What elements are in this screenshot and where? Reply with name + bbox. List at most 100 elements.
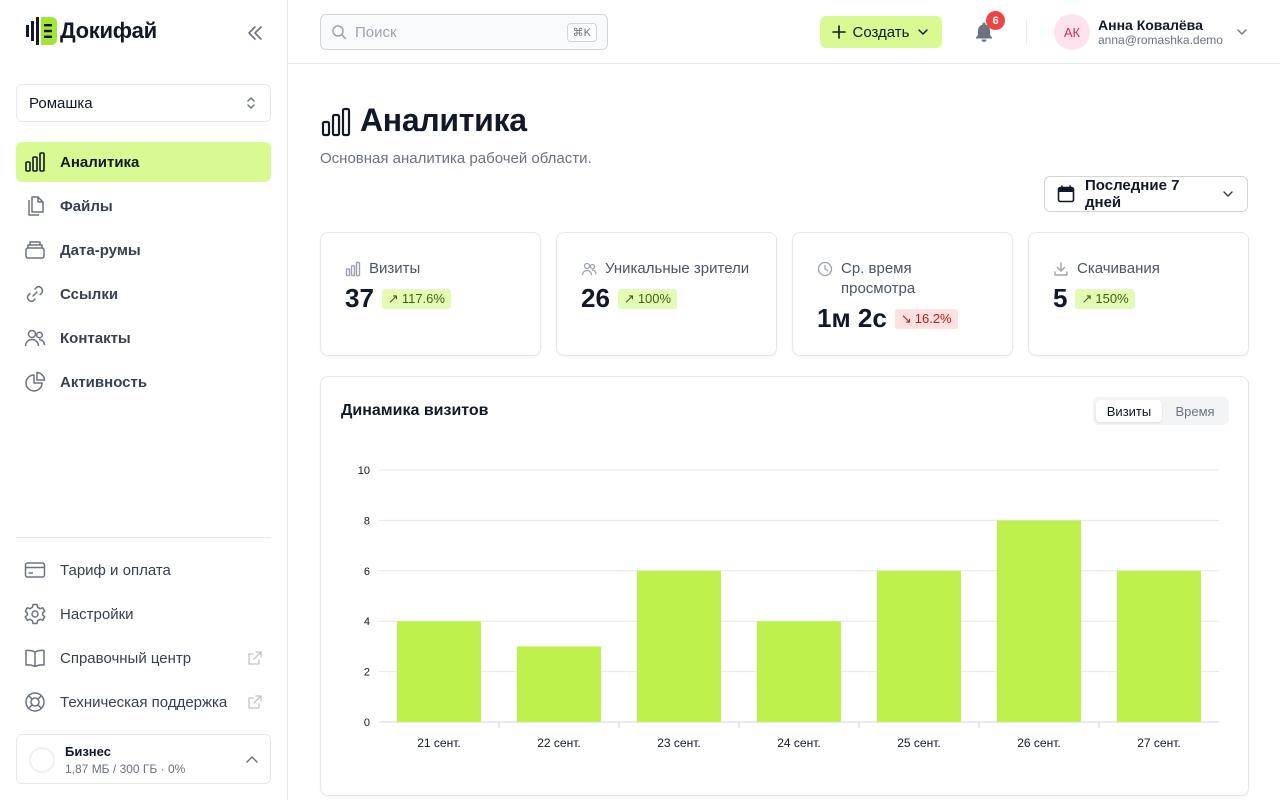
sidebar-item-label: Техническая поддержка — [60, 693, 228, 711]
logo-icon — [26, 17, 57, 45]
plan-usage-card[interactable]: Бизнес 1,87 МБ / 300 ГБ · 0% — [16, 734, 271, 784]
sidebar-item-settings[interactable]: Настройки — [16, 594, 271, 634]
stat-card-avg-view-time: Ср. время просмотра 1м 2с ↘ 16.2% — [792, 232, 1013, 356]
sidebar-item-contacts[interactable]: Контакты — [16, 318, 271, 358]
stat-value: 5 — [1053, 283, 1068, 313]
arrow-down-right-icon: ↘ — [900, 310, 912, 326]
y-tick-label: 8 — [364, 515, 370, 527]
bar-chart-icon — [345, 261, 361, 277]
x-tick-label: 24 сент. — [777, 736, 820, 750]
visits-bar-chart: 0 2 4 6 8 10 21 сент. 22 сент. 23 сент. 24 сент. 2… — [358, 465, 1219, 750]
search-icon — [332, 25, 347, 40]
stat-change: 150% — [1095, 291, 1129, 306]
stat-change: 16.2% — [914, 311, 952, 326]
chevron-down-icon — [917, 29, 928, 35]
sidebar-item-activity[interactable]: Активность — [16, 362, 271, 402]
page-title: Аналитика — [360, 102, 527, 138]
workspace-selector[interactable]: Ромашка — [16, 84, 271, 122]
stat-card-downloads: Скачивания 5 ↗ 150% — [1028, 232, 1249, 356]
clock-icon — [817, 261, 833, 277]
stat-change: 100% — [637, 291, 672, 306]
stat-change-badge: ↗ 117.6% — [381, 288, 451, 309]
gear-icon — [24, 603, 46, 625]
sidebar-item-label: Тариф и оплата — [60, 561, 171, 579]
y-tick-label: 2 — [364, 667, 370, 679]
bar — [757, 621, 841, 722]
plan-usage: 1,87 МБ / 300 ГБ · 0% — [65, 762, 186, 776]
chevron-up-icon — [244, 752, 260, 768]
y-tick-label: 4 — [364, 616, 370, 628]
workspace-name: Ромашка — [29, 94, 93, 112]
arrow-up-right-icon: ↗ — [623, 290, 635, 306]
date-range-label: Последние 7 дней — [1085, 177, 1180, 211]
calendar-icon — [1057, 185, 1075, 203]
stat-value: 37 — [345, 283, 374, 313]
collapse-sidebar-icon[interactable] — [244, 22, 266, 44]
chevron-up-down-icon — [247, 97, 255, 109]
sidebar-item-label: Дата-румы — [60, 241, 141, 259]
user-menu[interactable]: АК Анна Ковалёва anna@romashka.demo — [1054, 12, 1250, 52]
bar — [877, 570, 961, 722]
topbar: Поиск ⌘K Создать 6 АК Анна Ковалёва anna… — [288, 0, 1280, 64]
y-tick-label: 0 — [364, 717, 370, 729]
stat-change: 117.6% — [401, 291, 445, 306]
sidebar-item-support[interactable]: Техническая поддержка — [16, 682, 271, 722]
arrow-up-right-icon: ↗ — [1081, 290, 1093, 306]
user-name: Анна Ковалёва — [1098, 17, 1203, 33]
chevron-down-icon — [1223, 191, 1233, 197]
bar — [1117, 570, 1201, 722]
bar — [997, 520, 1081, 722]
sidebar-item-analytics[interactable]: Аналитика — [16, 142, 271, 182]
stat-change-badge: ↗ 150% — [1075, 288, 1135, 309]
chart-metric-toggle: Визиты Время — [1093, 397, 1229, 425]
y-tick-label: 10 — [358, 465, 370, 477]
create-label: Создать — [852, 23, 910, 41]
usage-progress-ring — [29, 747, 55, 773]
search-input[interactable]: Поиск ⌘K — [320, 14, 608, 50]
book-icon — [24, 647, 46, 669]
x-tick-label: 22 сент. — [537, 736, 580, 750]
app-name: Докифай — [60, 18, 157, 43]
sidebar-item-help-center[interactable]: Справочный центр — [16, 638, 271, 678]
search-shortcut: ⌘K — [566, 22, 597, 42]
stat-label: Ср. время просмотра — [841, 260, 916, 297]
sidebar-item-label: Ссылки — [60, 285, 119, 303]
stat-card-unique-viewers: Уникальные зрители 26 ↗ 100% — [556, 232, 777, 356]
topbar-divider — [1026, 20, 1027, 44]
sidebar-item-links[interactable]: Ссылки — [16, 274, 271, 314]
data-room-icon — [24, 239, 46, 261]
plan-name: Бизнес — [65, 744, 111, 759]
sidebar-divider — [16, 537, 271, 538]
bar-chart-icon — [320, 106, 352, 138]
sidebar-item-billing[interactable]: Тариф и оплата — [16, 550, 271, 590]
x-tick-label: 21 сент. — [417, 736, 460, 750]
stat-value: 26 — [581, 283, 610, 313]
logo[interactable]: Докифай — [24, 14, 157, 48]
sidebar: Докифай Ромашка Аналитика Файлы Дата-рум… — [0, 0, 288, 800]
notifications-badge: 6 — [986, 11, 1005, 30]
toggle-visits[interactable]: Визиты — [1096, 400, 1162, 422]
chart-title: Динамика визитов — [341, 402, 489, 419]
search-placeholder: Поиск — [355, 23, 397, 41]
create-button[interactable]: Создать — [820, 16, 942, 48]
sidebar-item-data-rooms[interactable]: Дата-румы — [16, 230, 271, 270]
pie-chart-icon — [24, 371, 46, 393]
stat-label: Визиты — [369, 260, 421, 277]
users-icon — [581, 261, 597, 277]
visits-chart-card: 0 2 4 6 8 10 21 сент. 22 сент. 23 сент. 24 сент. 2… — [320, 376, 1249, 796]
sidebar-item-label: Файлы — [60, 197, 113, 215]
stat-change-badge: ↘ 16.2% — [894, 308, 958, 329]
stat-label: Скачивания — [1077, 260, 1160, 277]
bar — [517, 646, 601, 722]
avatar: АК — [1054, 14, 1090, 50]
bar-chart-icon — [24, 151, 46, 173]
x-tick-label: 27 сент. — [1137, 736, 1180, 750]
bar — [637, 570, 721, 722]
date-range-select[interactable]: Последние 7 дней — [1044, 176, 1248, 212]
user-email: anna@romashka.demo — [1098, 33, 1223, 47]
bar — [397, 621, 481, 722]
toggle-time[interactable]: Время — [1175, 403, 1215, 419]
sidebar-item-files[interactable]: Файлы — [16, 186, 271, 226]
chevron-down-icon — [1234, 24, 1250, 40]
page-subtitle: Основная аналитика рабочей области. — [320, 150, 592, 167]
